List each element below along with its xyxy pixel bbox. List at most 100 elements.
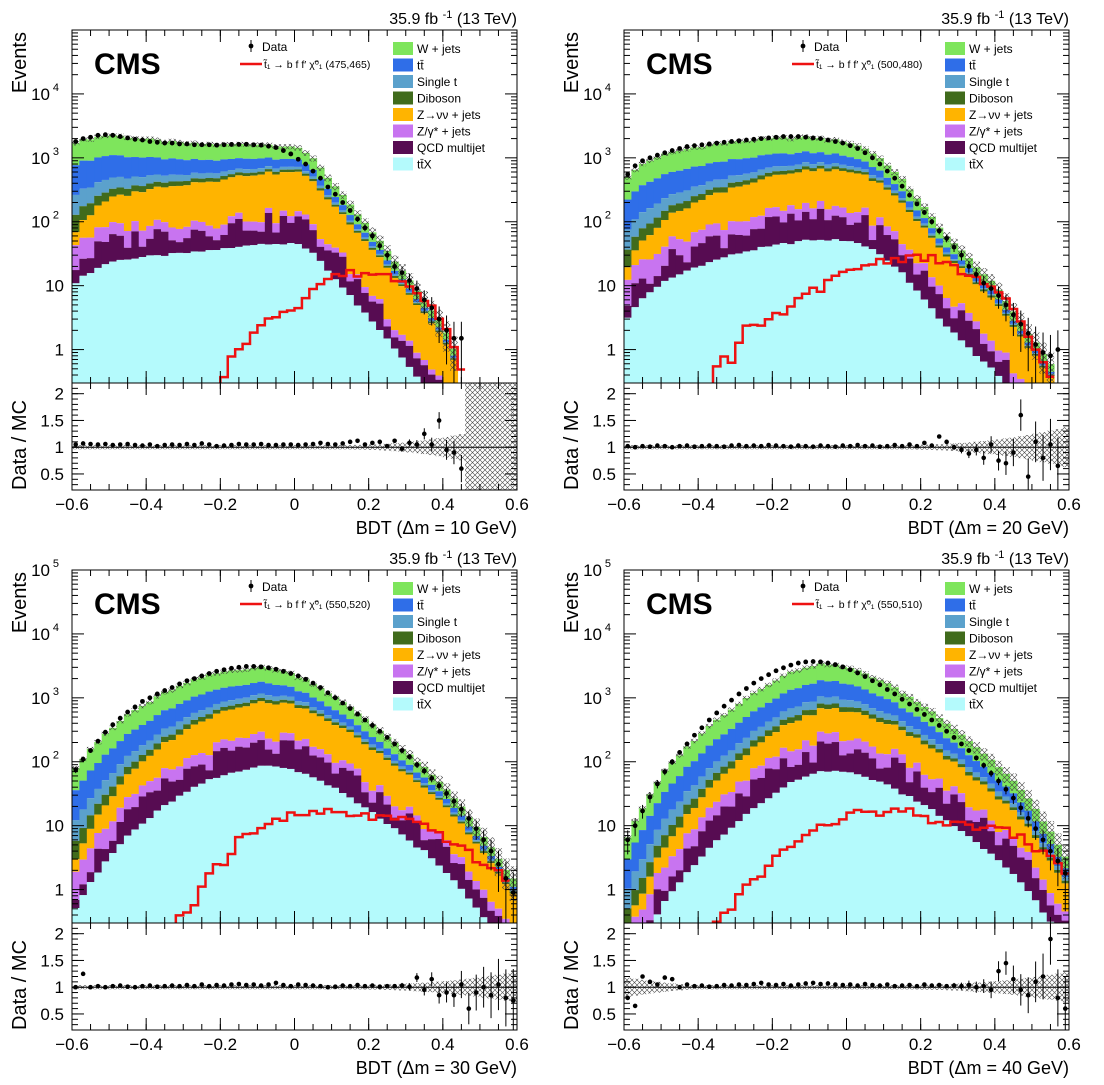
stack-bar-ttx (1002, 867, 1011, 923)
data-point (251, 664, 257, 669)
stack-bar-zjets (101, 227, 110, 242)
stack-bar-ttx (472, 907, 481, 923)
data-point (855, 146, 861, 151)
data-point (414, 286, 420, 291)
stack-bar-qcdmultijet (1002, 838, 1011, 868)
ratio-point (214, 982, 219, 988)
stack-bar-tt (109, 748, 117, 774)
stack-bar-diboson (831, 166, 840, 170)
chart-panel-dm30: 1 10 10 2 10 3 10 4 10 5 0.5 1 1.5 2 −0.6 −0.4 −0.2 0 0.2 0… (0, 540, 552, 1081)
stack-bar-qcdmultijet (779, 222, 788, 244)
uncertainty-band (772, 678, 780, 683)
ratio-point (810, 980, 816, 986)
stack-bar-singlet (831, 696, 840, 704)
stack-bar-wjets (831, 139, 840, 154)
stack-bar-qcdmultijet (742, 796, 751, 814)
data-point (236, 664, 242, 670)
x-axis-label: BDT (Δm = 40 GeV) (908, 1058, 1069, 1078)
y-tick-label-exponent: 4 (53, 82, 59, 94)
stack-bar-zjets (720, 192, 729, 231)
stack-bar-zjets (346, 763, 355, 771)
stack-bar-qcdmultijet (980, 343, 988, 362)
stack-bar-tt (675, 170, 684, 193)
stack-bar-zjets (376, 785, 384, 793)
stack-bar-zjets (876, 217, 884, 226)
y-tick-label-exponent: 3 (605, 146, 611, 158)
stack-bar-tt (383, 748, 392, 756)
stack-bar-diboson (653, 217, 662, 228)
cms-label: CMS (94, 588, 161, 621)
stack-bar-zjets (705, 224, 714, 237)
stack-bar-diboson (705, 779, 714, 788)
stack-bar-diboson (390, 763, 399, 766)
stack-bar-diboson (750, 178, 758, 183)
stack-bar-zjets (331, 206, 340, 248)
data-point (325, 690, 331, 696)
uncertainty-band (987, 753, 995, 768)
stack-bar-singlet (876, 177, 884, 181)
stack-bar-ttx (413, 847, 421, 923)
stack-bar-singlet (638, 212, 647, 229)
stack-bar-qcdmultijet (138, 246, 147, 257)
stack-bar-qcdmultijet (779, 758, 788, 788)
stack-bar-zjets (713, 780, 721, 802)
legend-signal-label: t̃₁ → b f f′ χ̃⁰₁ (475,465) (263, 59, 371, 71)
stack-bar-wjets (272, 670, 281, 685)
stack-bar-ttx (980, 361, 988, 383)
stack-bar-zjets (1039, 850, 1048, 880)
stack-bar-qcdmultijet (405, 345, 414, 367)
ratio-y-tick-label: 0.5 (592, 1005, 616, 1024)
stack-bar-zjets (661, 246, 669, 266)
stack-bar-diboson (913, 218, 922, 222)
ratio-uncertainty-band (494, 383, 503, 490)
stack-bar-qcdmultijet (802, 211, 810, 240)
stack-bar-qcdmultijet (713, 235, 721, 260)
stack-bar-singlet (957, 264, 966, 267)
legend-label: Z→νν + jets (417, 648, 481, 662)
stack-bar-diboson (361, 239, 370, 242)
stack-bar-qcdmultijet (257, 231, 266, 244)
stack-bar-zjets (972, 321, 981, 330)
stack-bar-wjets (339, 194, 347, 206)
uncertainty-band (638, 161, 647, 167)
ratio-point (243, 442, 249, 447)
stack-bar-zjets (331, 247, 340, 253)
chart-panel-dm40: 1 10 10 2 10 3 10 4 10 5 0.5 1 1.5 2 −0.6 −0.4 −0.2 0 0.2 0… (552, 540, 1104, 1081)
stack-bar-diboson (227, 174, 236, 178)
y-tick-label: 1 (55, 881, 64, 900)
stack-bar-ttx (957, 831, 966, 923)
data-point (662, 769, 668, 775)
data-point (473, 826, 479, 831)
ratio-point (655, 443, 660, 448)
stack-bar-singlet (227, 170, 236, 175)
stack-bar-zjets (361, 782, 370, 793)
ratio-point (347, 983, 353, 989)
ratio-point (966, 451, 972, 456)
legend-swatch (393, 631, 413, 645)
stack-bar-diboson (235, 703, 243, 708)
stack-bar-qcdmultijet (257, 740, 266, 766)
ratio-point (973, 447, 979, 453)
stack-bar-zjets (905, 736, 914, 768)
stack-bar-zjets (101, 828, 110, 850)
stack-bar-qcdmultijet (368, 301, 377, 322)
stack-bar-singlet (980, 777, 988, 782)
stack-bar-ttx (757, 246, 766, 383)
stack-bar-tt (94, 763, 103, 789)
stack-bar-ttx (168, 801, 177, 923)
stack-bar-wjets (661, 153, 669, 175)
data-point (988, 770, 994, 776)
stack-bar-wjets (787, 671, 795, 690)
stack-bar-zjets (368, 749, 377, 791)
stack-bar-zjets (435, 832, 444, 840)
stack-bar-zjets (853, 738, 862, 750)
stack-bar-diboson (824, 704, 833, 710)
stack-bar-ttx (698, 856, 706, 923)
stack-bar-zjets (950, 262, 959, 307)
x-axis-label: BDT (Δm = 20 GeV) (908, 518, 1069, 538)
stack-bar-zjets (435, 375, 444, 380)
stack-bar-singlet (339, 722, 347, 726)
stack-bar-zjets (1039, 879, 1048, 890)
stack-bar-diboson (868, 714, 877, 719)
stack-bar-diboson (898, 726, 907, 731)
